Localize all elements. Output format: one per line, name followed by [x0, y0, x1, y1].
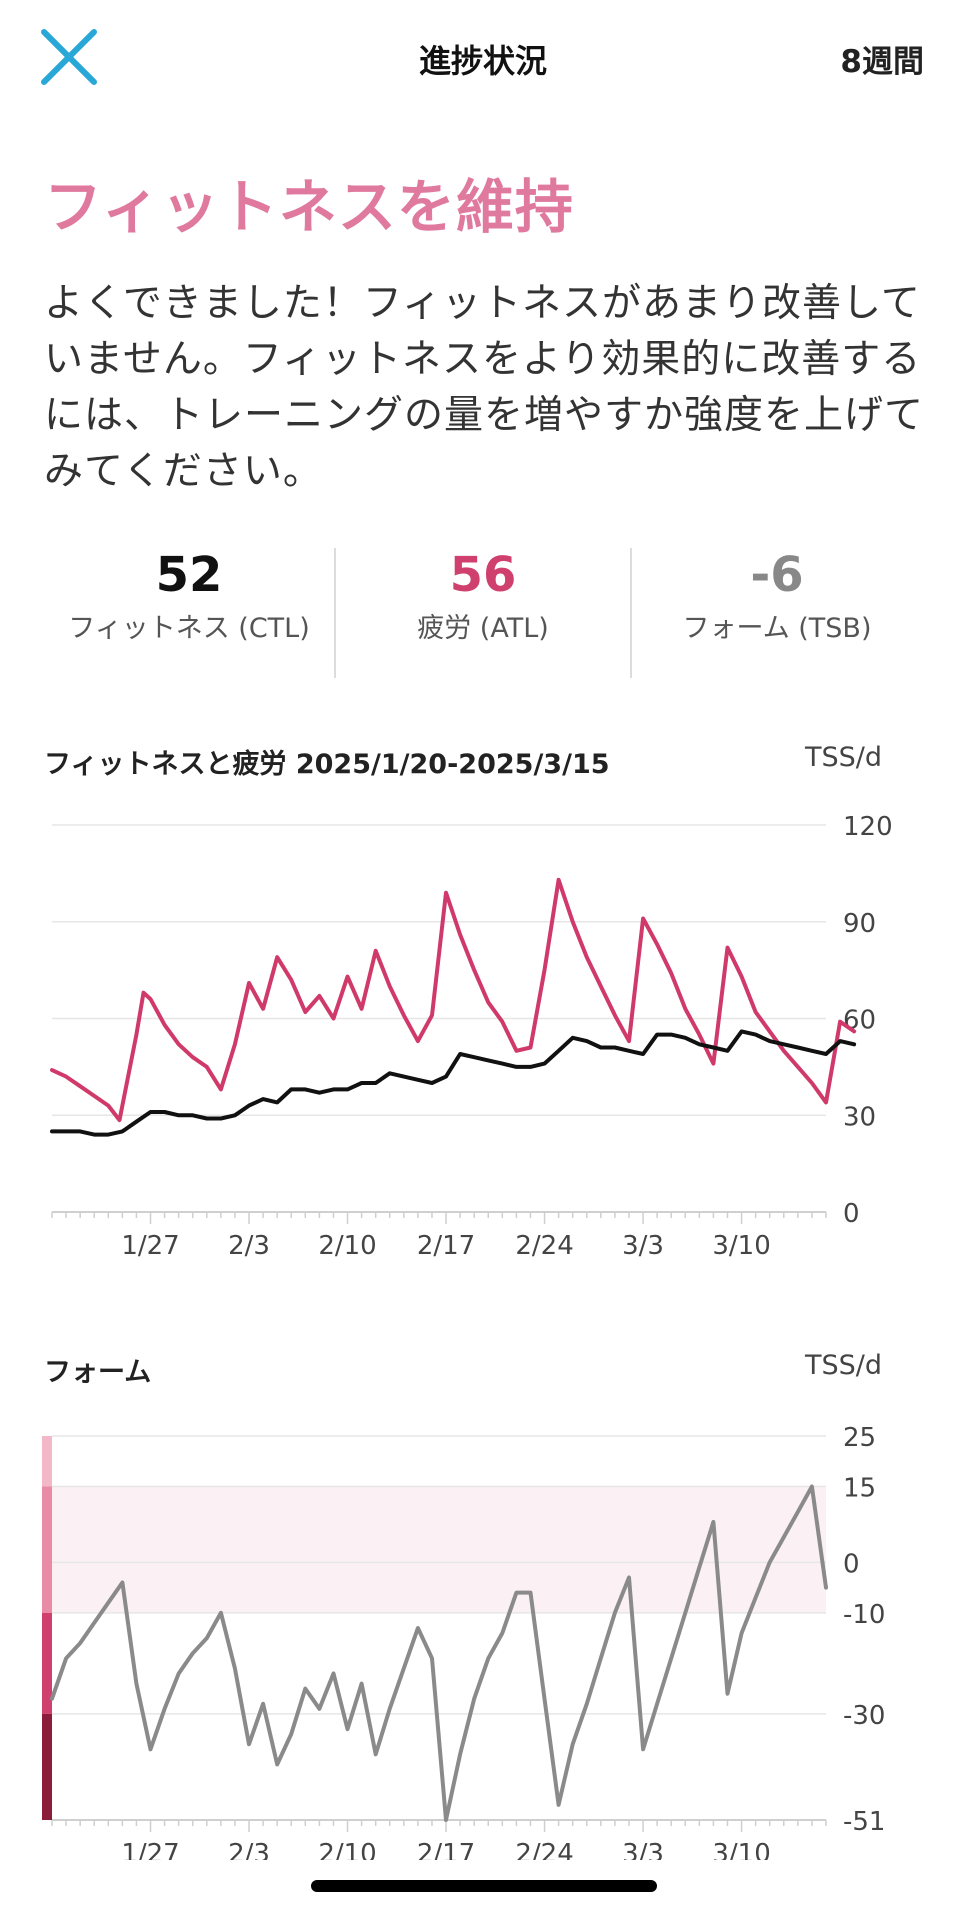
series-line-0	[50, 1484, 828, 1822]
y-tick-label: 60	[843, 1006, 876, 1036]
x-tick-label: 3/10	[712, 1231, 770, 1261]
fitness-chart-title: フィットネスと疲労 2025/1/20-2025/3/15	[44, 749, 610, 780]
close-icon	[41, 29, 97, 85]
x-tick-label: 2/10	[318, 1839, 376, 1860]
form-zone-bar	[42, 1713, 52, 1820]
y-tick-label: 120	[843, 812, 893, 842]
range-selector-button[interactable]: 8週間	[840, 44, 924, 80]
fitness-fatigue-chart: 0 30 60 90 120 1/27 2/3 2/10 2/17 2/24 3/3 3/10	[50, 812, 893, 1261]
metric-fatigue-value: 56	[449, 547, 517, 603]
x-tick-label: 2/24	[515, 1231, 573, 1261]
y-tick-label: -51	[843, 1807, 885, 1837]
form-zone-bar	[42, 1436, 52, 1487]
y-tick-label: -30	[843, 1701, 885, 1731]
x-tick-label: 1/27	[121, 1231, 179, 1261]
y-tick-label: 30	[843, 1102, 876, 1132]
x-tick-label: 2/24	[515, 1839, 573, 1860]
y-tick-label: 15	[843, 1474, 876, 1504]
metric-divider	[630, 548, 632, 678]
fitness-chart-unit: TSS/d	[804, 742, 882, 773]
form-optimal-zone	[52, 1486, 826, 1613]
home-indicator[interactable]	[311, 1880, 657, 1892]
status-headline: フィットネスを維持	[44, 173, 574, 241]
x-tick-label: 3/3	[622, 1231, 664, 1261]
form-chart: -51 -30 -10 0 15 25 1/27 2/3 2/10 2/17 2/24 3/3 3/10	[42, 1423, 885, 1860]
y-tick-label: 90	[843, 909, 876, 939]
x-tick-label: 3/3	[622, 1839, 664, 1860]
x-tick-label: 3/10	[712, 1839, 770, 1860]
y-tick-label: -10	[843, 1600, 885, 1630]
metric-divider	[334, 548, 336, 678]
metric-form-label: フォーム (TSB)	[682, 613, 872, 644]
metric-fitness-value: 52	[155, 547, 223, 603]
x-tick-label: 1/27	[121, 1839, 179, 1860]
metric-fitness: 52 フィットネス (CTL)	[44, 548, 334, 645]
y-tick-label: 25	[843, 1423, 876, 1453]
y-tick-label: 0	[843, 1199, 860, 1229]
metric-form-value: -6	[750, 547, 804, 603]
status-message: よくできました！フィットネスがあまり改善していません。フィットネスをより効果的に…	[44, 281, 925, 494]
x-tick-label: 2/3	[228, 1231, 270, 1261]
metric-fitness-label: フィットネス (CTL)	[68, 613, 310, 644]
x-tick-label: 2/17	[417, 1839, 475, 1860]
x-tick-label: 2/10	[318, 1231, 376, 1261]
form-zone-bar	[42, 1612, 52, 1714]
x-tick-label: 2/17	[417, 1231, 475, 1261]
series-line-0	[50, 877, 857, 1123]
form-chart-unit: TSS/d	[804, 1350, 882, 1381]
form-chart-title: フォーム	[44, 1357, 152, 1388]
page-title: 進捗状況	[418, 42, 547, 80]
y-tick-label: 0	[843, 1549, 860, 1579]
series-line-1	[50, 1029, 857, 1137]
x-tick-label: 2/3	[228, 1839, 270, 1860]
form-zone-bar	[42, 1486, 52, 1613]
metric-form: -6 フォーム (TSB)	[632, 548, 922, 645]
metric-fatigue-label: 疲労 (ATL)	[417, 613, 549, 644]
metric-fatigue: 56 疲労 (ATL)	[338, 548, 628, 645]
close-button[interactable]	[38, 26, 100, 88]
metrics-summary: 52 フィットネス (CTL) 56 疲労 (ATL) -6 フォーム (TSB…	[0, 548, 966, 678]
top-bar: 進捗状況 8週間	[0, 0, 966, 120]
